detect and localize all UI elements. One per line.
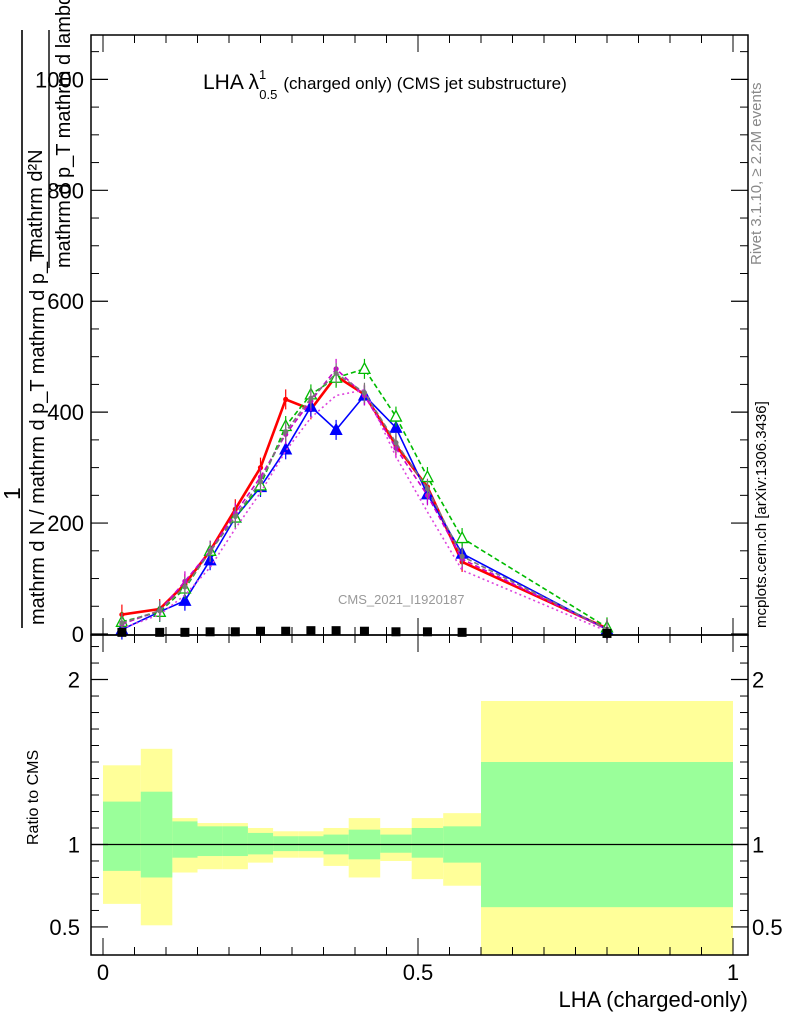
rivet-version-label: Rivet 3.1.10, ≥ 2.2M events xyxy=(748,83,765,266)
series-5-point-9 xyxy=(361,390,368,396)
data-point-9 xyxy=(359,626,369,636)
ratio-y-tick-label-left-0: 0.5 xyxy=(49,915,80,940)
data-point-6 xyxy=(281,626,291,636)
x-axis-label: LHA (charged-only) xyxy=(558,987,748,1012)
ratio-y-tick-label-right-1: 1 xyxy=(752,832,764,857)
data-point-3 xyxy=(205,627,215,637)
series-2-point-9 xyxy=(357,361,372,375)
series-5-point-11 xyxy=(424,486,431,492)
ratio-x-tick-label-2: 1 xyxy=(727,960,739,985)
ratio-inner-band-4 xyxy=(222,826,248,857)
series-5-point-2 xyxy=(182,584,188,590)
data-point-0 xyxy=(117,627,127,637)
ratio-inner-band-0 xyxy=(103,801,141,871)
ratio-y-axis-label: Ratio to CMS xyxy=(25,750,42,845)
series-5-point-5 xyxy=(257,478,264,485)
source-label: mcplots.cern.ch [arXiv:1306.3436] xyxy=(753,401,770,628)
series-1-point-10 xyxy=(389,420,403,433)
ratio-x-tick-label-0: 0 xyxy=(97,960,109,985)
data-point-11 xyxy=(422,627,432,637)
data-point-10 xyxy=(391,627,401,637)
series-5-point-8 xyxy=(333,370,339,376)
y-label-inner-numerator: mathrm d²N xyxy=(25,149,47,255)
ratio-inner-band-3 xyxy=(197,826,223,857)
y-label-numerator: 1 xyxy=(0,487,25,500)
series-5-point-10 xyxy=(393,440,399,446)
ratio-inner-band-2 xyxy=(172,821,198,858)
ratio-y-tick-label-right-2: 2 xyxy=(752,668,764,693)
data-point-2 xyxy=(180,627,190,637)
ratio-inner-band-5 xyxy=(247,832,274,855)
ratio-y-tick-label-left-2: 2 xyxy=(68,668,80,693)
ratio-y-tick-label-right-0: 0.5 xyxy=(752,915,783,940)
series-line-5 xyxy=(121,372,608,630)
series-2-point-12 xyxy=(455,530,469,544)
series-5-point-6 xyxy=(283,428,289,435)
main-y-tick-label-2: 400 xyxy=(47,400,84,425)
y-label-denominator: mathrm d N / mathrm d p_T mathrm d p_T xyxy=(27,250,49,625)
data-point-8 xyxy=(331,626,341,636)
ratio-y-tick-label-left-1: 1 xyxy=(68,832,80,857)
series-line-1 xyxy=(121,394,608,631)
series-line-3 xyxy=(121,367,608,631)
series-5-point-0 xyxy=(119,620,125,626)
main-y-tick-label-1: 200 xyxy=(47,511,84,536)
ratio-inner-band-7 xyxy=(298,836,324,852)
series-1-point-8 xyxy=(329,422,343,436)
ratio-x-tick-label-1: 0.5 xyxy=(403,960,434,985)
series-5-point-3 xyxy=(207,549,213,555)
main-y-tick-label-0: 0 xyxy=(72,622,84,647)
main-y-tick-label-5: 1000 xyxy=(35,67,84,92)
ratio-inner-band-6 xyxy=(273,836,299,852)
main-y-axis-label: 1 mathrm d N / mathrm d p_T mathrm d p_T… xyxy=(0,0,75,628)
ratio-inner-band-13 xyxy=(481,762,733,908)
series-1-point-2 xyxy=(178,593,192,606)
ratio-inner-band-10 xyxy=(380,834,412,853)
main-y-tick-label-4: 800 xyxy=(47,178,84,203)
main-plot-frame xyxy=(90,34,749,636)
series-line-2 xyxy=(121,367,608,629)
main-y-tick-label-3: 600 xyxy=(47,289,84,314)
series-5-point-4 xyxy=(232,513,238,520)
series-5-point-12 xyxy=(459,553,465,559)
data-point-12 xyxy=(457,627,467,637)
tick-labels: 0 200 400 600 800 1000 0 0.5 1 0.5 0.5 1 1 2 2 xyxy=(35,67,783,985)
series-5-point-1 xyxy=(157,608,163,614)
ratio-inner-band-1 xyxy=(140,791,173,878)
ratio-uncertainty-bands xyxy=(103,700,733,955)
main-data-points xyxy=(117,626,612,638)
series-5-point-7 xyxy=(308,395,314,401)
main-series-group xyxy=(115,358,614,640)
data-point-1 xyxy=(155,627,165,637)
data-point-7 xyxy=(306,626,316,636)
series-1-point-6 xyxy=(279,441,293,455)
series-0-point-6 xyxy=(283,396,289,402)
analysis-id-annotation: CMS_2021_I1920187 xyxy=(338,592,465,607)
axis-ticks xyxy=(91,35,748,955)
y-label-inner-denominator: mathrm d p_T mathrm d lambda xyxy=(53,0,75,268)
chart-title: LHA λ1 0.5(charged only) (CMS jet substru… xyxy=(203,67,567,102)
ratio-inner-band-11 xyxy=(411,827,444,858)
data-point-4 xyxy=(230,627,240,637)
series-2-point-10 xyxy=(389,409,403,422)
